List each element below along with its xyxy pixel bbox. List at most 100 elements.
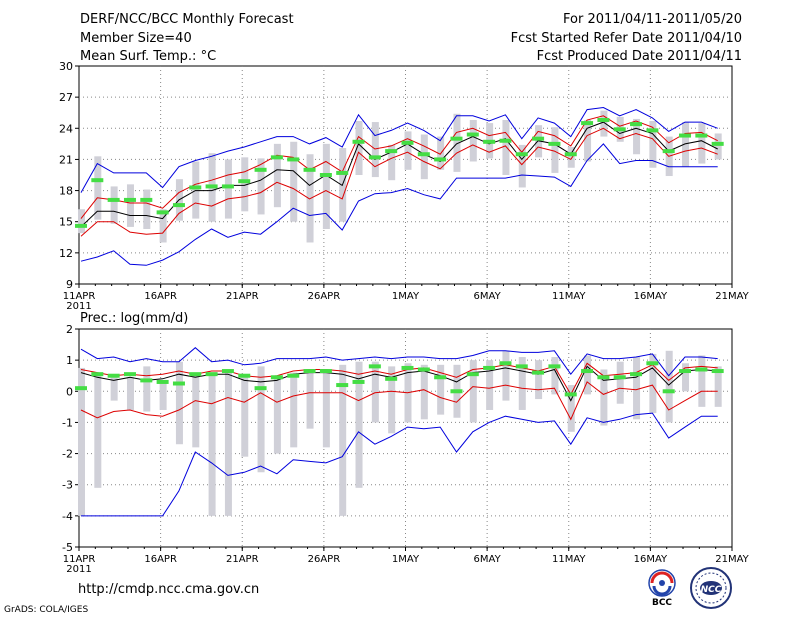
mean-marker — [466, 372, 479, 377]
x-tick-label: 21MAY — [715, 291, 749, 302]
mean-marker — [401, 140, 414, 145]
mean-marker — [123, 372, 136, 377]
series-line-upper-outer — [80, 106, 718, 193]
spread-box — [94, 375, 102, 488]
mean-marker — [238, 373, 251, 378]
spread-box — [535, 360, 543, 400]
mean-marker — [123, 197, 136, 202]
mean-marker — [401, 365, 414, 370]
mean-marker — [270, 155, 283, 160]
mean-marker — [254, 386, 267, 391]
x-tick-label: 16APR — [144, 554, 177, 565]
mean-marker — [548, 141, 561, 146]
spread-box — [241, 157, 249, 212]
spread-box — [665, 350, 673, 423]
x-tick-label: 11MAY — [552, 554, 586, 565]
x-tick-sublabel: 2011 — [66, 564, 91, 575]
spread-box — [502, 119, 510, 175]
spread-box — [551, 127, 559, 173]
mean-marker — [630, 122, 643, 127]
spread-box — [584, 355, 592, 395]
y-tick-label: 1 — [66, 354, 73, 367]
series-line-upper-inner — [80, 362, 718, 396]
mean-marker — [711, 369, 724, 374]
spread-box — [518, 144, 526, 188]
mean-marker — [221, 184, 234, 189]
mean-marker — [221, 369, 234, 374]
series-line-upper-inner — [80, 115, 718, 219]
mean-marker — [189, 185, 202, 190]
spread-box — [110, 186, 118, 224]
mean-marker — [597, 117, 610, 122]
y-tick-label: 30 — [59, 60, 73, 73]
mean-marker — [336, 170, 349, 175]
series-line-ensemble-mean — [80, 121, 718, 228]
y-tick-label: 12 — [59, 247, 73, 260]
spread-box — [371, 361, 379, 423]
mean-marker — [483, 365, 496, 370]
y-tick-label: 27 — [59, 91, 73, 104]
mean-marker — [189, 372, 202, 377]
mean-marker — [385, 149, 398, 154]
spread-box — [682, 363, 690, 392]
spread-box — [600, 369, 608, 426]
chart-title: DERF/NCC/BCC Monthly Forecast — [80, 12, 294, 27]
mean-marker — [91, 178, 104, 183]
mean-marker — [368, 364, 381, 369]
mean-marker — [646, 361, 659, 366]
x-tick-label: 6MAY — [474, 291, 502, 302]
ncc-logo: NCC — [690, 567, 732, 609]
mean-marker — [238, 179, 251, 184]
spread-box — [437, 364, 445, 415]
mean-marker — [352, 139, 365, 144]
mean-marker — [564, 152, 577, 157]
mean-marker — [499, 138, 512, 143]
spread-box — [126, 377, 134, 410]
mean-marker — [303, 167, 316, 172]
y-tick-label: 15 — [59, 216, 73, 229]
series-line-upper-outer — [80, 347, 718, 377]
spread-box — [567, 385, 575, 432]
series-line-lower-outer — [81, 412, 718, 517]
mean-marker — [172, 203, 185, 208]
mean-marker — [368, 155, 381, 160]
mean-marker — [156, 210, 169, 215]
x-tick-label: 11MAY — [552, 291, 586, 302]
spread-box — [453, 113, 461, 172]
mean-marker — [515, 364, 528, 369]
forecast-produced-date-label: Fcst Produced Date 2011/04/11 — [536, 49, 742, 64]
mean-marker — [140, 378, 153, 383]
x-tick-label: 26APR — [308, 291, 341, 302]
series-line-lower-inner — [80, 381, 718, 421]
spread-box — [241, 375, 249, 457]
mean-marker — [564, 392, 577, 397]
spread-box — [698, 355, 706, 407]
mean-marker — [75, 223, 87, 228]
spread-box — [110, 375, 118, 401]
spread-box — [616, 361, 624, 404]
x-tick-label: 16MAY — [634, 554, 668, 565]
spread-box — [420, 134, 428, 180]
series-line-lower-inner — [80, 127, 718, 237]
y-tick-label: 21 — [59, 153, 73, 166]
y-tick-label: 2 — [66, 323, 73, 336]
ncc-logo-text: NCC — [701, 585, 722, 595]
mean-marker — [205, 184, 218, 189]
mean-marker — [91, 372, 104, 377]
mean-marker — [107, 373, 120, 378]
mean-marker — [336, 383, 349, 388]
y-tick-label: -1 — [62, 416, 73, 429]
x-tick-label: 6MAY — [474, 554, 502, 565]
spread-box — [682, 122, 690, 167]
mean-marker — [630, 372, 643, 377]
mean-marker — [303, 369, 316, 374]
spread-box — [273, 143, 281, 208]
mean-marker — [319, 369, 332, 374]
spread-box — [78, 209, 85, 234]
spread-box — [502, 350, 510, 401]
member-size-label: Member Size=40 — [80, 31, 192, 46]
spread-box — [257, 366, 265, 473]
spread-box — [126, 184, 134, 227]
